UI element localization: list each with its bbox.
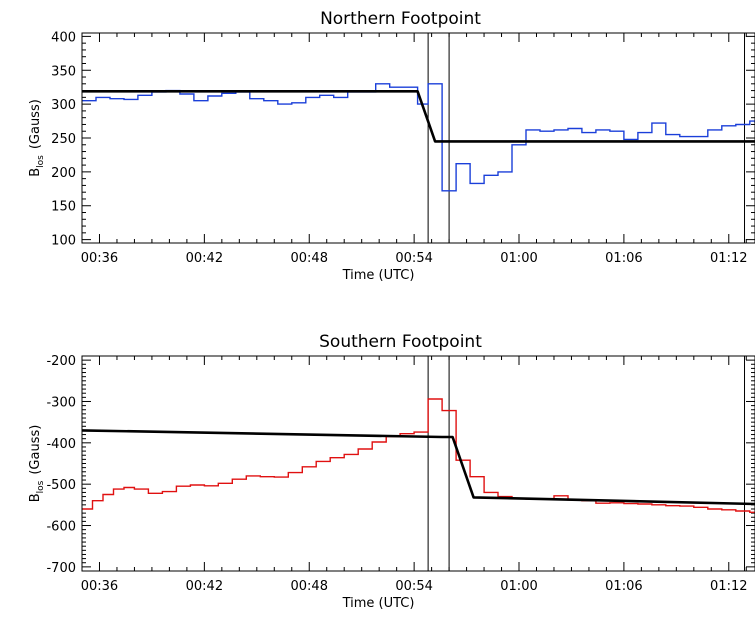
x-tick-label: 01:06 [605,251,642,266]
fit-line-series [82,429,755,506]
y-axis-title: Blos (Gauss) [28,425,46,503]
northern-footpoint-panel: Northern Footpoint 00:36 00:42 00:48 00:54 01… [28,9,755,283]
y-tick-label: 250 [51,132,76,147]
chart-title: Northern Footpoint [320,9,481,29]
x-tick-label: 01:06 [605,579,642,594]
southern-footpoint-panel: Southern Footpoint 00:36 00:42 00:48 00:54 01… [28,332,755,611]
x-tick-label: 00:42 [186,251,223,266]
y-axis-title-unit: (Gauss) [28,99,43,149]
x-tick-label: 00:48 [291,251,328,266]
x-tick-label: 00:36 [81,579,118,594]
fit-line-series [82,90,755,143]
x-axis-title: Time (UTC) [342,596,415,611]
x-tick-label: 01:12 [710,251,747,266]
y-tick-label: -500 [46,478,76,493]
y-tick-label: 350 [51,64,76,79]
plot-frame [81,355,755,572]
y-axis-title-unit: (Gauss) [28,425,43,475]
y-axis-title-symbol: B [28,168,43,177]
x-tick-label: 01:12 [710,579,747,594]
x-tick-label: 01:00 [500,251,537,266]
y-tick-label: -400 [46,437,76,452]
plot-area [82,398,755,513]
y-tick-label: 150 [51,200,76,215]
x-tick-label: 00:54 [395,579,432,594]
y-tick-label: 100 [51,234,76,249]
y-tick-label: 300 [51,98,76,113]
measured-step-series [82,83,755,192]
x-tick-label: 00:42 [186,579,223,594]
x-axis-title: Time (UTC) [342,268,415,283]
x-tick-label: 00:54 [395,251,432,266]
y-tick-label: 400 [51,30,76,45]
y-axis-title-subscript: los [36,155,46,168]
y-axis-title-subscript: los [36,480,46,493]
y-axis-title-symbol: B [28,493,43,502]
y-tick-label: -600 [46,520,76,535]
measured-step-series [82,398,755,513]
x-tick-label: 00:48 [291,579,328,594]
y-tick-label: -700 [46,561,76,576]
y-axis-title: Blos (Gauss) [28,99,46,177]
chart-title: Southern Footpoint [319,332,482,352]
y-tick-label: 200 [51,166,76,181]
x-tick-label: 00:36 [81,251,118,266]
y-tick-label: -200 [46,354,76,369]
plot-area [82,83,755,192]
plot-frame [81,32,755,244]
x-tick-label: 01:00 [500,579,537,594]
y-tick-label: -300 [46,395,76,410]
